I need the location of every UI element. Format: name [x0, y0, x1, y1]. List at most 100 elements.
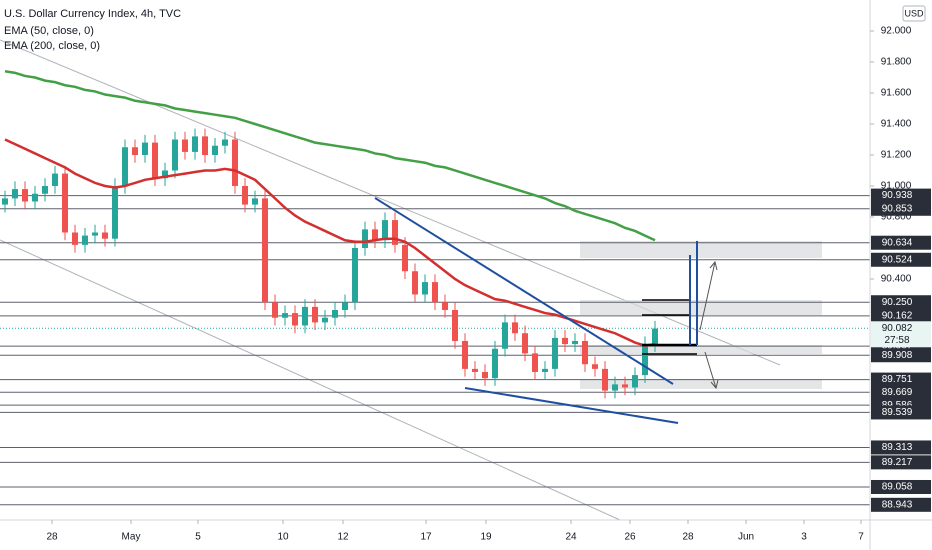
- candle-body: [92, 232, 98, 236]
- candle-body: [422, 282, 428, 295]
- x-tick-label: 5: [195, 532, 201, 543]
- candle-body: [62, 173, 68, 233]
- y-tick-label: 91.600: [881, 88, 912, 99]
- price-tag: [871, 348, 931, 363]
- x-tick-label: 26: [624, 532, 636, 543]
- candle-body: [232, 139, 238, 186]
- candle-body: [652, 328, 658, 345]
- candle-body: [262, 198, 268, 303]
- ema-line: [4, 70, 656, 242]
- candle-body: [352, 247, 358, 303]
- price-tag-label: 90.162: [882, 311, 913, 322]
- x-tick-label: 17: [420, 532, 432, 543]
- plot: [2, 70, 658, 399]
- y-tick-label: 91.800: [881, 57, 912, 68]
- candle-body: [542, 368, 548, 372]
- candle-body: [142, 142, 148, 155]
- candle-body: [602, 368, 608, 391]
- candle-body: [612, 384, 618, 391]
- arrow: [699, 260, 718, 331]
- candle-body: [212, 145, 218, 155]
- zone: [580, 300, 822, 315]
- x-tick-label: Jun: [738, 532, 754, 543]
- x-tick-label: 3: [801, 532, 807, 543]
- candle-body: [492, 348, 498, 379]
- last-price-label: 90.082: [882, 323, 913, 334]
- price-tag-label: 89.539: [882, 407, 913, 418]
- x-tick-label: 28: [46, 532, 58, 543]
- candle-body: [202, 136, 208, 155]
- candle-body: [242, 185, 248, 205]
- chart-title: U.S. Dollar Currency Index, 4h, TVC: [4, 8, 181, 20]
- y-tick-label: 92.000: [881, 26, 912, 37]
- axes: 92.000 91.800 91.600 91.400 91.200 91.000 90.8…: [46, 26, 931, 543]
- price-tag-label: 89.669: [882, 387, 913, 398]
- candle-body: [112, 185, 118, 239]
- candle-body: [192, 136, 198, 152]
- candle-body: [332, 309, 338, 318]
- candle-body: [452, 309, 458, 341]
- time-axis: [0, 520, 870, 550]
- price-tag-label: 89.058: [882, 482, 913, 493]
- price-tag: [871, 479, 931, 494]
- price-tag: [871, 440, 931, 455]
- candle-body: [252, 198, 258, 205]
- arrow: [704, 351, 719, 390]
- zone: [580, 241, 822, 258]
- price-tag-label: 90.938: [882, 190, 913, 201]
- candle-body: [582, 340, 588, 365]
- x-tick-label: 10: [277, 532, 289, 543]
- zone: [580, 345, 822, 354]
- candle-body: [532, 353, 538, 372]
- candle-body: [72, 232, 78, 245]
- candle-body: [592, 364, 598, 369]
- price-tag-label: 90.853: [882, 203, 913, 214]
- price-tag-label: 88.943: [882, 499, 913, 510]
- candle-body: [562, 337, 568, 345]
- candle-body: [272, 302, 278, 318]
- x-tick-label: 28: [682, 532, 694, 543]
- currency-box: [902, 5, 926, 22]
- candle-body: [32, 193, 38, 202]
- candle-body: [292, 313, 298, 326]
- price-tag: [871, 405, 931, 420]
- price-tag: [871, 188, 931, 203]
- candle-body: [362, 229, 368, 248]
- x-tick-label: 12: [337, 532, 349, 543]
- price-tag-label: 89.751: [882, 374, 913, 385]
- candle-body: [322, 317, 328, 323]
- drawings-top: [374, 197, 719, 424]
- price-tag: [871, 201, 931, 216]
- drawings: [0, 39, 822, 521]
- wedge-line: [374, 197, 674, 385]
- candle-body: [462, 340, 468, 369]
- countdown: 27:58: [884, 335, 909, 346]
- candle-body: [162, 170, 168, 179]
- candle-body: [172, 139, 178, 171]
- price-tag: [871, 308, 931, 323]
- candle-body: [102, 232, 108, 239]
- price-tag: [871, 235, 931, 250]
- candle-body: [222, 139, 228, 146]
- y-tick-label: 90.400: [881, 274, 912, 285]
- candle-body: [42, 185, 48, 194]
- candle-body: [392, 220, 398, 245]
- x-tick-label: 7: [858, 532, 864, 543]
- candle-body: [402, 244, 408, 272]
- price-tag-label: 89.586: [882, 400, 913, 411]
- candle-body: [482, 371, 488, 379]
- price-tag-label: 90.634: [882, 237, 913, 248]
- currency: USD: [904, 8, 924, 18]
- x-tick-label: 19: [480, 532, 492, 543]
- candle-body: [22, 189, 28, 202]
- candle-body: [132, 147, 138, 155]
- candle-body: [122, 147, 128, 186]
- candle-body: [502, 322, 508, 349]
- candle-body: [382, 220, 388, 241]
- price-tag-label: 89.217: [882, 457, 913, 468]
- candle-body: [12, 189, 18, 199]
- wedge-line: [464, 387, 679, 424]
- candle-body: [372, 229, 378, 241]
- price-tag: [871, 455, 931, 470]
